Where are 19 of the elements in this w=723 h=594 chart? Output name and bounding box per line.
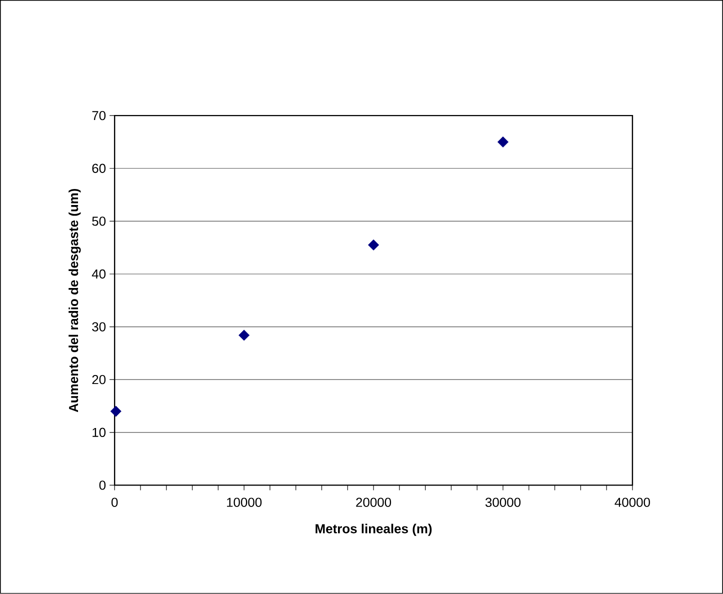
y-tick-label: 0: [99, 480, 106, 490]
y-tick-label: 20: [92, 375, 106, 384]
point: [368, 240, 380, 251]
y-tick-label: 10: [92, 428, 106, 438]
y-tick-label: 50: [92, 216, 106, 226]
y-tick-label: 30: [92, 322, 106, 332]
x-tick-label: 30000: [485, 498, 521, 508]
x-tick-label: 20000: [356, 498, 392, 508]
y-tick-label: 40: [92, 270, 106, 279]
x-tick-label: 40000: [614, 498, 650, 508]
y-tick-label: 60: [92, 164, 106, 174]
y-axis-title: Aumento del radio de desgaste (um): [68, 189, 81, 412]
x-axis-title: Metros lineales (m): [316, 524, 432, 536]
point: [238, 330, 250, 341]
x-tick-label: 0: [111, 498, 118, 508]
point: [110, 406, 122, 417]
point: [497, 136, 509, 148]
x-tick-label: 10000: [227, 498, 262, 508]
y-tick-label: 70: [92, 111, 106, 120]
